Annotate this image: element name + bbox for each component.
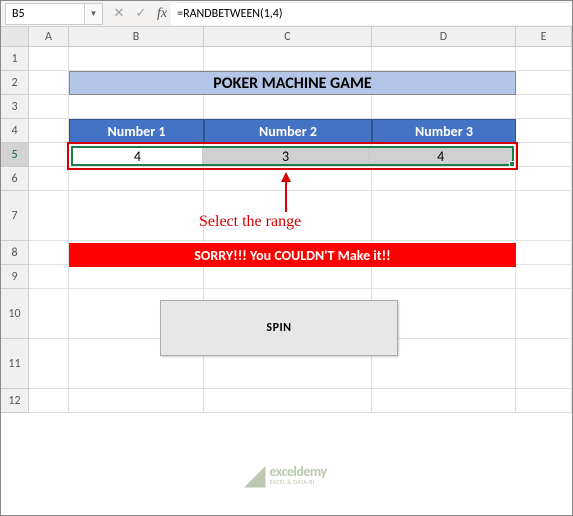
row-header-12[interactable]: 12 [1,389,29,413]
header-number2: Number 2 [204,119,372,143]
formula-input[interactable]: =RANDBETWEEN(1,4) [171,3,572,25]
cells-area[interactable]: POKER MACHINE GAME Number 1 Number 2 Num… [29,47,572,413]
cell-B5[interactable]: 4 [73,148,203,164]
row-header-2[interactable]: 2 [1,71,29,95]
spin-button-label: SPIN [266,321,291,335]
table-headers: Number 1 Number 2 Number 3 [69,119,516,143]
col-header-A[interactable]: A [29,27,69,46]
row-header-8[interactable]: 8 [1,241,29,265]
row-headers: 1 2 3 4 5 6 7 8 9 10 11 12 [1,47,29,413]
logo-name: exceldemy [270,465,327,479]
row-header-6[interactable]: 6 [1,167,29,191]
row-header-1[interactable]: 1 [1,47,29,71]
col-header-B[interactable]: B [69,27,204,46]
title-banner: POKER MACHINE GAME [69,71,516,95]
formula-value: =RANDBETWEEN(1,4) [177,7,282,21]
selection-range[interactable]: 4 3 4 [71,146,514,166]
selection-highlight: 4 3 4 [67,142,518,170]
row-header-11[interactable]: 11 [1,339,29,389]
name-box[interactable]: B5 [5,3,85,25]
row-header-3[interactable]: 3 [1,95,29,119]
watermark-logo: ◢ exceldemy EXCEL & DATA-BI [244,457,359,492]
row-header-4[interactable]: 4 [1,119,29,143]
spreadsheet-grid: A B C D E 1 2 3 4 5 6 7 8 9 10 11 12 [1,27,572,413]
row-header-7[interactable]: 7 [1,191,29,241]
header-number3: Number 3 [372,119,516,143]
formula-bar-row: B5 ▼ ✕ ✓ fx =RANDBETWEEN(1,4) [1,1,572,27]
status-banner: SORRY!!! You COULDN'T Make it!! [69,243,516,267]
name-box-value: B5 [12,7,25,21]
status-text: SORRY!!! You COULDN'T Make it!! [194,247,390,264]
annotation-text: Select the range [199,213,301,231]
fill-handle[interactable] [509,161,515,167]
logo-icon: ◢ [244,457,266,492]
accept-icon[interactable]: ✓ [131,4,151,24]
cancel-icon[interactable]: ✕ [109,4,129,24]
name-box-dropdown[interactable]: ▼ [85,3,103,25]
page-title: POKER MACHINE GAME [213,74,371,93]
logo-subtitle: EXCEL & DATA-BI [270,479,327,485]
col-header-D[interactable]: D [372,27,516,46]
row-header-10[interactable]: 10 [1,289,29,339]
fx-icon[interactable]: fx [157,6,167,22]
row-header-9[interactable]: 9 [1,265,29,289]
row-header-5[interactable]: 5 [1,143,29,167]
column-headers: A B C D E [1,27,572,47]
select-all-corner[interactable] [1,27,29,46]
col-header-C[interactable]: C [204,27,372,46]
cell-D5[interactable]: 4 [369,148,512,164]
cell-C5[interactable]: 3 [203,148,369,164]
header-number1: Number 1 [69,119,204,143]
spin-button[interactable]: SPIN [160,300,398,356]
formula-bar-icons: ✕ ✓ fx [109,4,171,24]
col-header-E[interactable]: E [516,27,572,46]
